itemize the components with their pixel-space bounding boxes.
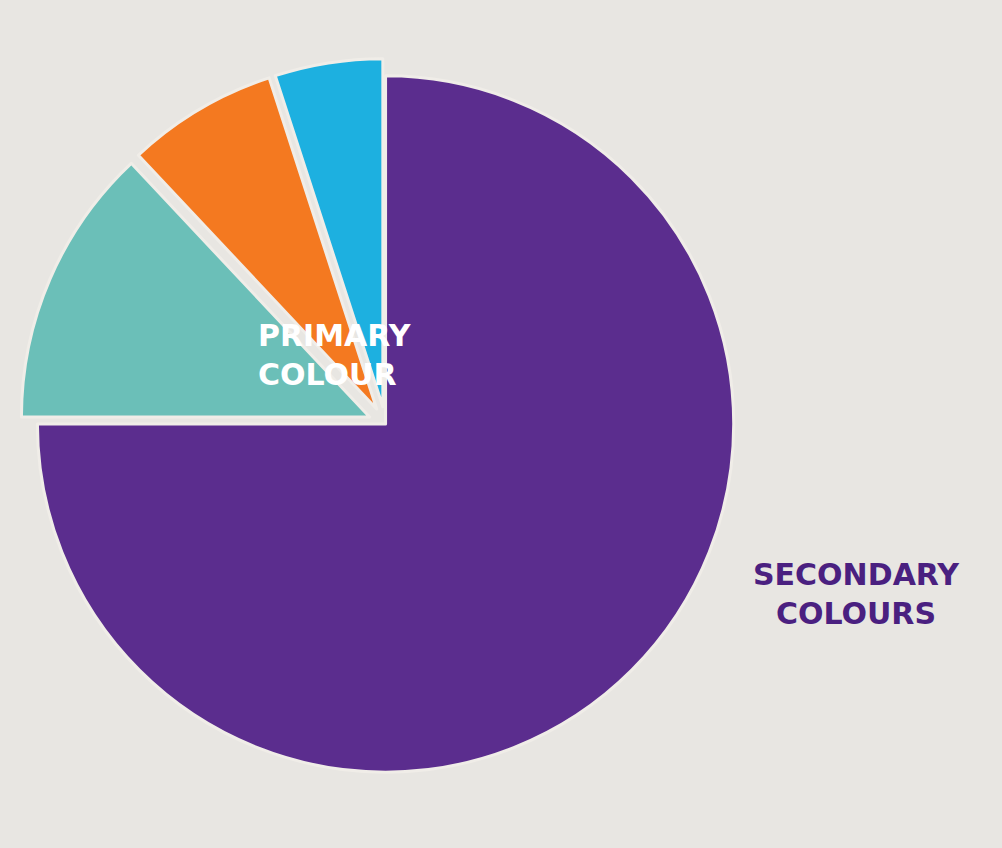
svg-text:SECONDARYCOLOURS: SECONDARYCOLOURS xyxy=(753,557,960,631)
svg-text:PRIMARYCOLOUR: PRIMARYCOLOUR xyxy=(258,318,412,392)
